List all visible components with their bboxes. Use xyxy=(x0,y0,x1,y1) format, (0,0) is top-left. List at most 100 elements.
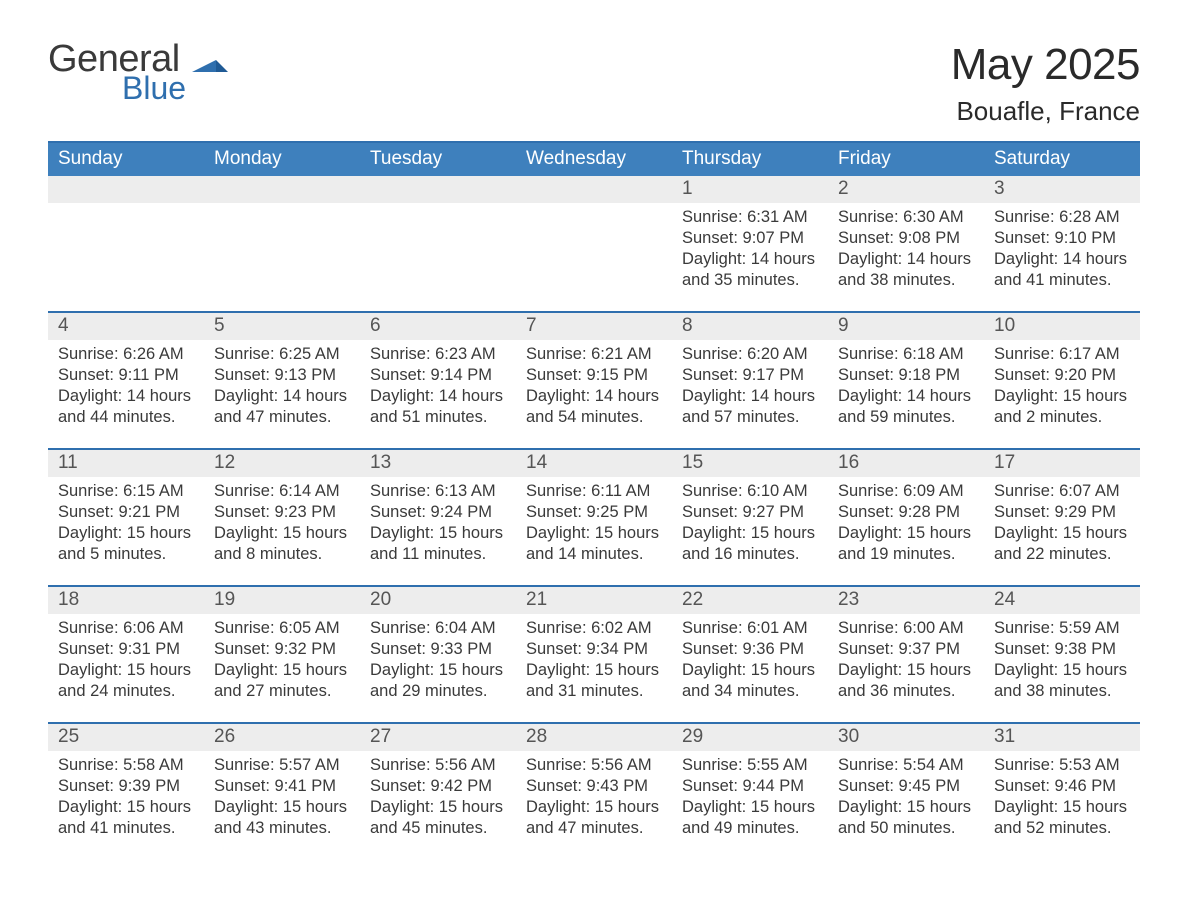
day-details: Sunrise: 5:57 AMSunset: 9:41 PMDaylight:… xyxy=(204,751,360,859)
day-number: 7 xyxy=(516,313,672,340)
day-number-row: 18192021222324 xyxy=(48,587,1140,614)
day-details: Sunrise: 6:17 AMSunset: 9:20 PMDaylight:… xyxy=(984,340,1140,448)
day-number: 6 xyxy=(360,313,516,340)
day-number: 29 xyxy=(672,724,828,751)
calendar-week: 18192021222324Sunrise: 6:06 AMSunset: 9:… xyxy=(48,585,1140,722)
day-details: Sunrise: 6:13 AMSunset: 9:24 PMDaylight:… xyxy=(360,477,516,585)
day-number: 25 xyxy=(48,724,204,751)
day-details: Sunrise: 5:55 AMSunset: 9:44 PMDaylight:… xyxy=(672,751,828,859)
day-details: Sunrise: 6:00 AMSunset: 9:37 PMDaylight:… xyxy=(828,614,984,722)
weekday-header: Monday xyxy=(204,143,360,176)
day-number: 8 xyxy=(672,313,828,340)
day-details: Sunrise: 5:54 AMSunset: 9:45 PMDaylight:… xyxy=(828,751,984,859)
weekday-header: Thursday xyxy=(672,143,828,176)
weekday-header: Wednesday xyxy=(516,143,672,176)
day-number: 23 xyxy=(828,587,984,614)
day-details: Sunrise: 6:23 AMSunset: 9:14 PMDaylight:… xyxy=(360,340,516,448)
day-number: 17 xyxy=(984,450,1140,477)
header: General Blue May 2025 Bouafle, France xyxy=(48,40,1140,127)
day-number: 3 xyxy=(984,176,1140,203)
title-block: May 2025 Bouafle, France xyxy=(951,40,1140,127)
day-details: Sunrise: 6:25 AMSunset: 9:13 PMDaylight:… xyxy=(204,340,360,448)
weekday-header-row: SundayMondayTuesdayWednesdayThursdayFrid… xyxy=(48,143,1140,176)
day-number: 15 xyxy=(672,450,828,477)
calendar-weeks: 123Sunrise: 6:31 AMSunset: 9:07 PMDaylig… xyxy=(48,176,1140,859)
day-number: 10 xyxy=(984,313,1140,340)
day-number-row: 25262728293031 xyxy=(48,724,1140,751)
day-number-row: 123 xyxy=(48,176,1140,203)
calendar-week: 11121314151617Sunrise: 6:15 AMSunset: 9:… xyxy=(48,448,1140,585)
day-details-row: Sunrise: 6:06 AMSunset: 9:31 PMDaylight:… xyxy=(48,614,1140,722)
weekday-header: Sunday xyxy=(48,143,204,176)
day-details xyxy=(516,203,672,311)
day-number: 27 xyxy=(360,724,516,751)
day-details xyxy=(204,203,360,311)
brand-mark-icon xyxy=(192,46,228,76)
brand-blue: Blue xyxy=(122,72,186,104)
day-details-row: Sunrise: 6:26 AMSunset: 9:11 PMDaylight:… xyxy=(48,340,1140,448)
day-details: Sunrise: 6:11 AMSunset: 9:25 PMDaylight:… xyxy=(516,477,672,585)
weekday-header: Tuesday xyxy=(360,143,516,176)
day-number: 19 xyxy=(204,587,360,614)
day-details-row: Sunrise: 5:58 AMSunset: 9:39 PMDaylight:… xyxy=(48,751,1140,859)
day-number: 20 xyxy=(360,587,516,614)
day-number xyxy=(204,176,360,203)
day-number-row: 45678910 xyxy=(48,313,1140,340)
day-details-row: Sunrise: 6:31 AMSunset: 9:07 PMDaylight:… xyxy=(48,203,1140,311)
day-details: Sunrise: 6:02 AMSunset: 9:34 PMDaylight:… xyxy=(516,614,672,722)
month-title: May 2025 xyxy=(951,40,1140,90)
weekday-header: Saturday xyxy=(984,143,1140,176)
day-number: 22 xyxy=(672,587,828,614)
day-number xyxy=(360,176,516,203)
day-details: Sunrise: 5:56 AMSunset: 9:42 PMDaylight:… xyxy=(360,751,516,859)
day-details: Sunrise: 6:30 AMSunset: 9:08 PMDaylight:… xyxy=(828,203,984,311)
day-number xyxy=(48,176,204,203)
day-details-row: Sunrise: 6:15 AMSunset: 9:21 PMDaylight:… xyxy=(48,477,1140,585)
weekday-header: Friday xyxy=(828,143,984,176)
day-details: Sunrise: 6:15 AMSunset: 9:21 PMDaylight:… xyxy=(48,477,204,585)
day-details: Sunrise: 6:26 AMSunset: 9:11 PMDaylight:… xyxy=(48,340,204,448)
day-number: 18 xyxy=(48,587,204,614)
day-number: 4 xyxy=(48,313,204,340)
day-details: Sunrise: 5:56 AMSunset: 9:43 PMDaylight:… xyxy=(516,751,672,859)
day-number: 28 xyxy=(516,724,672,751)
day-details: Sunrise: 6:31 AMSunset: 9:07 PMDaylight:… xyxy=(672,203,828,311)
calendar-week: 45678910Sunrise: 6:26 AMSunset: 9:11 PMD… xyxy=(48,311,1140,448)
day-details: Sunrise: 6:10 AMSunset: 9:27 PMDaylight:… xyxy=(672,477,828,585)
day-number: 16 xyxy=(828,450,984,477)
location: Bouafle, France xyxy=(951,96,1140,127)
day-details: Sunrise: 6:18 AMSunset: 9:18 PMDaylight:… xyxy=(828,340,984,448)
day-details: Sunrise: 5:53 AMSunset: 9:46 PMDaylight:… xyxy=(984,751,1140,859)
day-details: Sunrise: 6:21 AMSunset: 9:15 PMDaylight:… xyxy=(516,340,672,448)
day-number: 26 xyxy=(204,724,360,751)
day-number xyxy=(516,176,672,203)
day-details: Sunrise: 5:59 AMSunset: 9:38 PMDaylight:… xyxy=(984,614,1140,722)
day-number: 31 xyxy=(984,724,1140,751)
day-number: 12 xyxy=(204,450,360,477)
day-details xyxy=(48,203,204,311)
calendar-week: 25262728293031Sunrise: 5:58 AMSunset: 9:… xyxy=(48,722,1140,859)
day-details: Sunrise: 6:04 AMSunset: 9:33 PMDaylight:… xyxy=(360,614,516,722)
calendar: SundayMondayTuesdayWednesdayThursdayFrid… xyxy=(48,141,1140,859)
day-details: Sunrise: 6:06 AMSunset: 9:31 PMDaylight:… xyxy=(48,614,204,722)
day-number-row: 11121314151617 xyxy=(48,450,1140,477)
day-number: 14 xyxy=(516,450,672,477)
day-details: Sunrise: 6:09 AMSunset: 9:28 PMDaylight:… xyxy=(828,477,984,585)
day-details xyxy=(360,203,516,311)
day-number: 13 xyxy=(360,450,516,477)
day-number: 5 xyxy=(204,313,360,340)
day-number: 9 xyxy=(828,313,984,340)
day-details: Sunrise: 6:05 AMSunset: 9:32 PMDaylight:… xyxy=(204,614,360,722)
day-number: 24 xyxy=(984,587,1140,614)
day-details: Sunrise: 6:28 AMSunset: 9:10 PMDaylight:… xyxy=(984,203,1140,311)
day-details: Sunrise: 5:58 AMSunset: 9:39 PMDaylight:… xyxy=(48,751,204,859)
day-number: 2 xyxy=(828,176,984,203)
day-number: 1 xyxy=(672,176,828,203)
day-details: Sunrise: 6:20 AMSunset: 9:17 PMDaylight:… xyxy=(672,340,828,448)
day-number: 11 xyxy=(48,450,204,477)
day-details: Sunrise: 6:01 AMSunset: 9:36 PMDaylight:… xyxy=(672,614,828,722)
day-number: 21 xyxy=(516,587,672,614)
day-details: Sunrise: 6:07 AMSunset: 9:29 PMDaylight:… xyxy=(984,477,1140,585)
day-number: 30 xyxy=(828,724,984,751)
day-details: Sunrise: 6:14 AMSunset: 9:23 PMDaylight:… xyxy=(204,477,360,585)
